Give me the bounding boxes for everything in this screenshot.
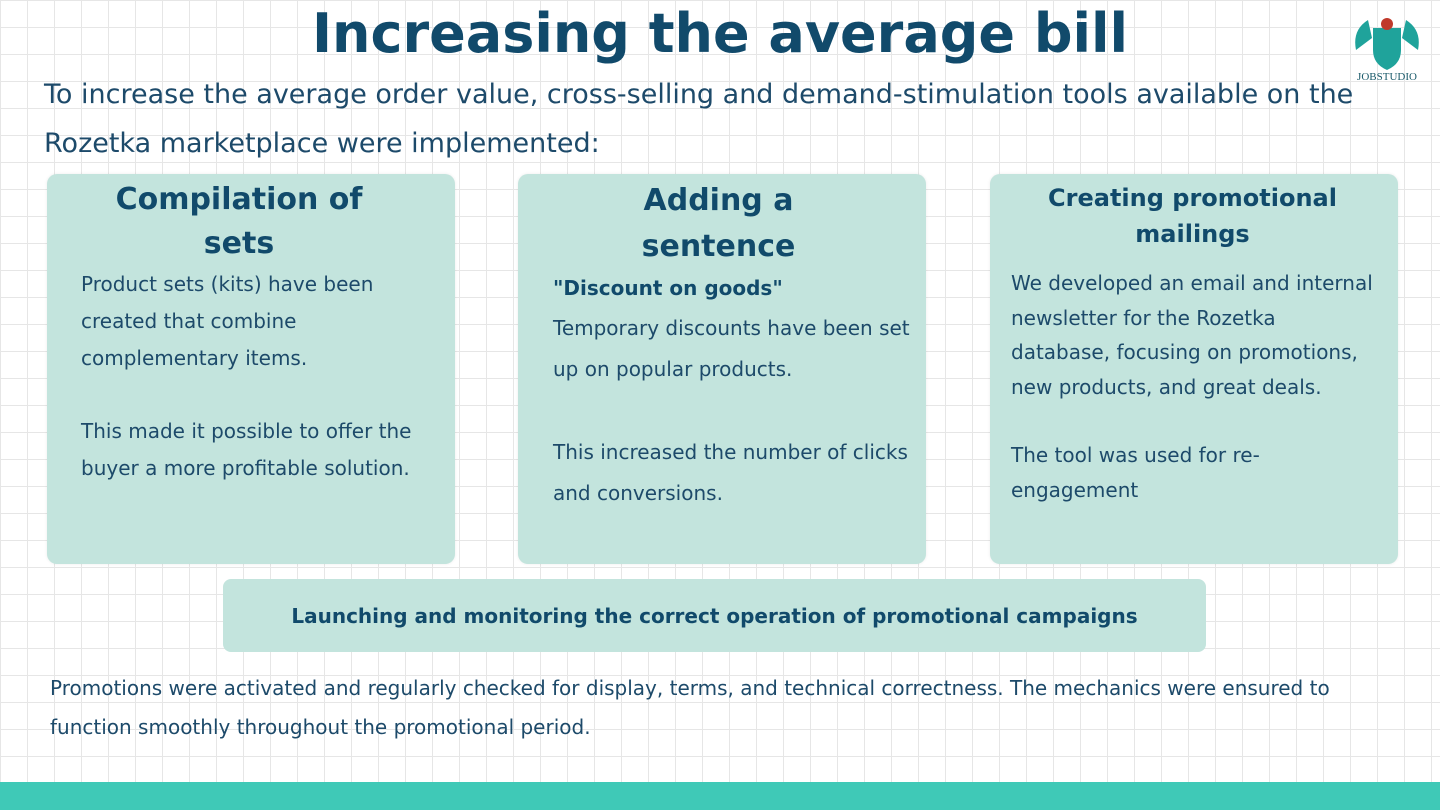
card-title: Adding a sentence bbox=[641, 183, 796, 264]
intro: To increase the average order value, cro… bbox=[44, 79, 1354, 159]
card-body: Product sets (kits) have been created th… bbox=[81, 266, 425, 487]
card-subtitle: "Discount on goods" bbox=[553, 276, 783, 300]
card-paragraph: We developed an email and internal newsl… bbox=[1011, 271, 1373, 399]
card-title: Compilation of sets bbox=[115, 182, 363, 261]
logo-shield bbox=[1373, 28, 1401, 70]
card-paragraph: The tool was used for re-engagement bbox=[1011, 443, 1260, 502]
logo-text: JOBSTUDIO bbox=[1357, 71, 1417, 83]
card-paragraph: This increased the number of clicks and … bbox=[553, 440, 908, 505]
card-paragraph: This made it possible to offer the buyer… bbox=[81, 419, 412, 480]
footer-text: Promotions were activated and regularly … bbox=[50, 676, 1330, 739]
card-paragraph: Temporary discounts have been set up on … bbox=[553, 316, 910, 381]
banner: Launching and monitoring the correct ope… bbox=[223, 579, 1206, 652]
card-body: We developed an email and internal newsl… bbox=[1011, 266, 1374, 507]
card-title: Creating promotional mailings bbox=[1048, 184, 1337, 248]
title: Increasing the average bill bbox=[311, 2, 1129, 65]
card-paragraph: Product sets (kits) have been created th… bbox=[81, 272, 374, 370]
logo-horses bbox=[1355, 20, 1419, 50]
card: Compilation of sets Product sets (kits) h… bbox=[47, 174, 455, 564]
card-body: "Discount on goods" Temporary discounts h… bbox=[553, 270, 920, 514]
card: Creating promotional mailings We develope… bbox=[990, 174, 1398, 564]
bottom-band bbox=[0, 782, 1440, 810]
card: Adding a sentence "Discount on goods" Temp… bbox=[518, 174, 926, 564]
logo-crest bbox=[1381, 18, 1393, 30]
logo: JOBSTUDIO bbox=[1355, 18, 1419, 83]
